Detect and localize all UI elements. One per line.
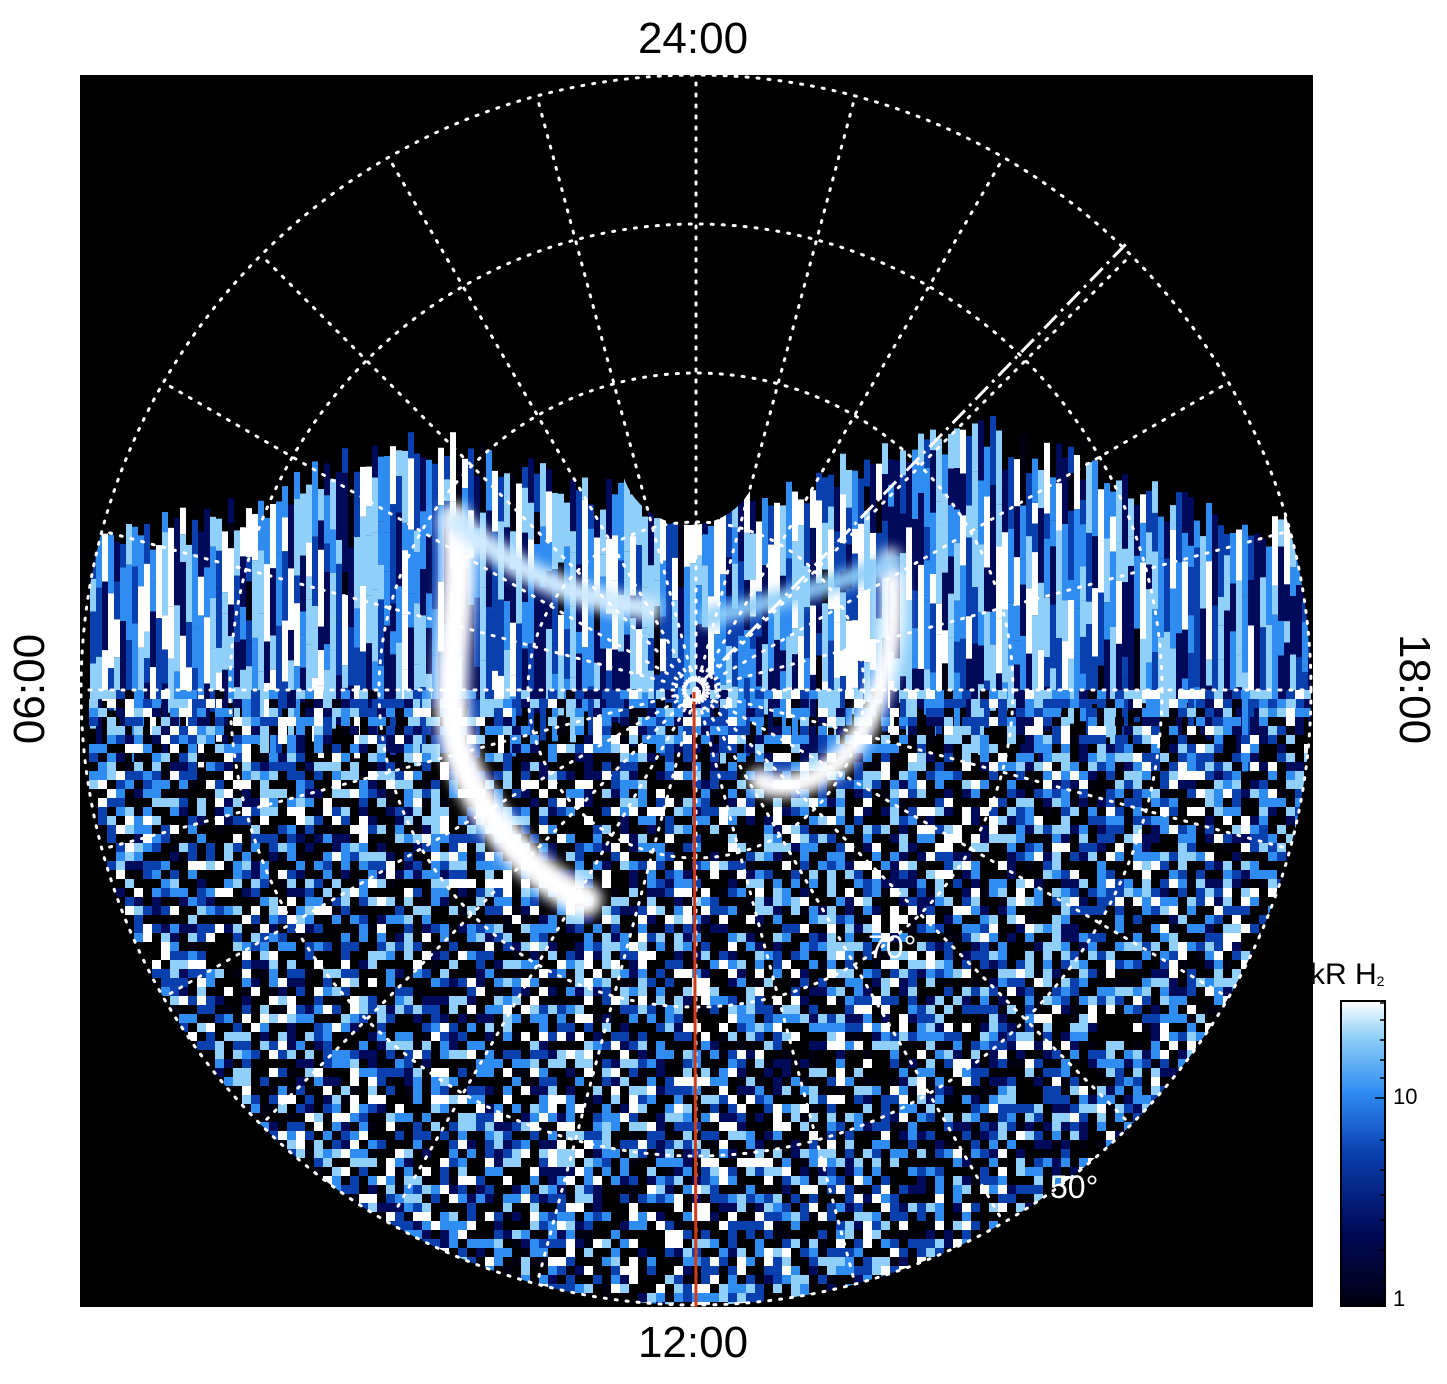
meridian-line-14: [161, 381, 698, 692]
meridian-line-11: [100, 688, 698, 851]
meridian-line-9: [259, 688, 698, 1127]
colorbar-tick-label-10: 10: [1393, 1084, 1418, 1109]
meridian-line-19: [694, 94, 857, 692]
meridian-line-4: [694, 688, 1005, 1225]
meridian-line-15: [259, 253, 698, 692]
latitude-circle-4: [674, 668, 718, 712]
local-time-label-top: 24:00: [637, 14, 749, 63]
meridian-line-8: [387, 688, 698, 1225]
local-time-label-right: 18:00: [1390, 633, 1439, 745]
local-time-label-left: 06:00: [5, 633, 54, 745]
meridian-line-21: [694, 253, 1133, 692]
meridian-line-16: [387, 155, 698, 692]
local-time-label-bottom: 12:00: [637, 1318, 749, 1367]
latitude-longitude-grid: 70° 50°: [80, 75, 1313, 1307]
meridian-line-13: [100, 529, 698, 692]
colorbar-tick-label-1: 1: [1393, 1286, 1406, 1311]
meridian-line-5: [694, 688, 857, 1286]
pole-marker-icon: [682, 678, 706, 702]
dash-dot-line: [698, 242, 1128, 686]
latitude-label-1: 50°: [1050, 1169, 1098, 1205]
colorbar-title: kR H2: [1310, 958, 1384, 992]
latitude-label-0: 70°: [868, 929, 916, 965]
colorbar-title-text: kR H: [1310, 958, 1377, 991]
auroral-oval: [434, 503, 905, 917]
colorbar-ticks: [1375, 1002, 1385, 1305]
meridian-line-10: [161, 688, 698, 999]
meridian-line-22: [694, 381, 1231, 692]
meridian-line-23: [694, 529, 1292, 692]
noon-meridian-line: [692, 691, 698, 1307]
latitude-circle-0: [80, 75, 1313, 1307]
colorbar: [1340, 1000, 1386, 1307]
latitude-circle-1: [228, 222, 1164, 1158]
meridian-line-7: [535, 688, 698, 1286]
meridian-line-3: [694, 688, 1133, 1127]
colorbar-title-subscript: 2: [1376, 973, 1385, 989]
meridian-line-17: [535, 94, 698, 692]
meridian-line-20: [694, 155, 1005, 692]
meridian-line-2: [694, 688, 1231, 999]
meridian-line-1: [694, 688, 1292, 851]
